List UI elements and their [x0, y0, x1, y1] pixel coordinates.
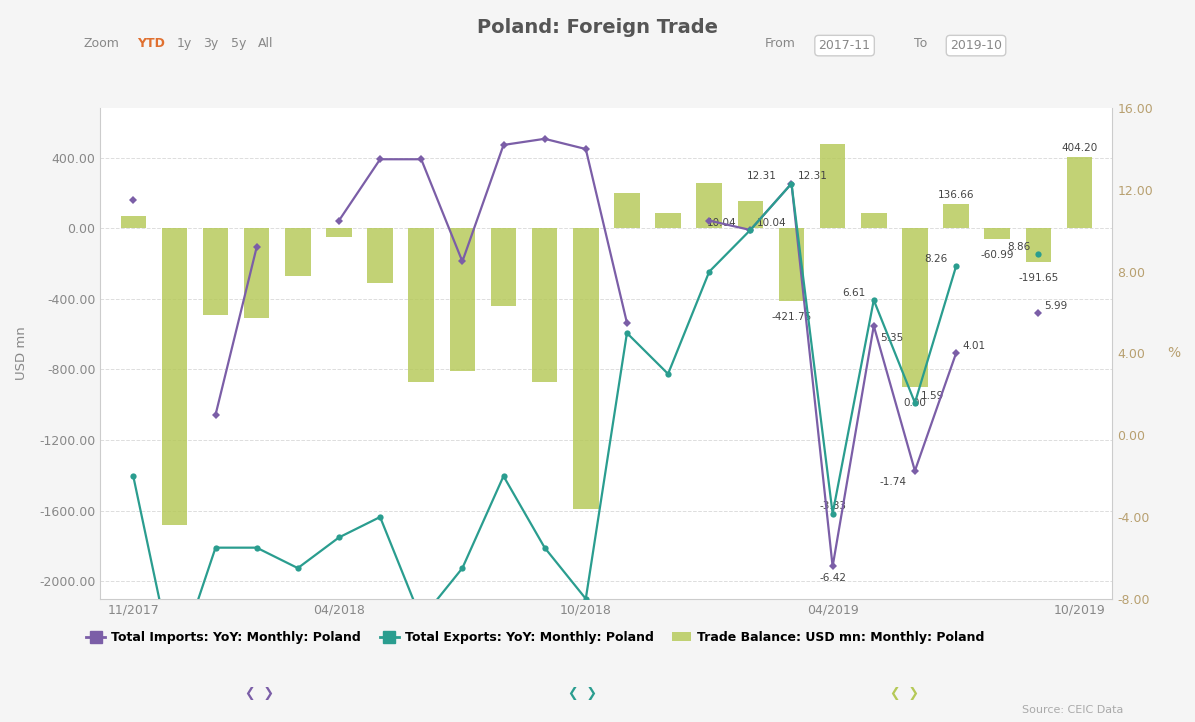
Text: 10.04: 10.04 — [706, 218, 736, 228]
Bar — [737, 201, 764, 228]
Text: 3y: 3y — [203, 37, 219, 50]
Bar — [449, 228, 476, 371]
Bar — [286, 228, 311, 276]
Bar — [779, 228, 804, 300]
Bar — [820, 144, 845, 228]
Bar — [491, 228, 516, 306]
Text: ❮  ❯: ❮ ❯ — [890, 687, 919, 700]
Y-axis label: USD mn: USD mn — [16, 326, 27, 380]
Text: -1.74: -1.74 — [880, 477, 907, 487]
Text: From: From — [765, 37, 796, 50]
Text: -421.75: -421.75 — [771, 312, 811, 322]
Text: 8.86: 8.86 — [1007, 242, 1030, 252]
Bar — [326, 228, 351, 237]
Text: 404.20: 404.20 — [1061, 143, 1097, 153]
Bar — [161, 228, 188, 525]
Text: 5.99: 5.99 — [1044, 300, 1068, 310]
Bar — [121, 216, 146, 228]
Text: 4.01: 4.01 — [962, 341, 986, 351]
Text: 12.31: 12.31 — [747, 171, 777, 181]
Text: 2019-10: 2019-10 — [950, 39, 1003, 52]
Text: YTD: YTD — [137, 37, 165, 50]
Text: Zoom: Zoom — [84, 37, 120, 50]
Bar — [1067, 157, 1092, 228]
Text: To: To — [914, 37, 927, 50]
Text: -6.42: -6.42 — [819, 573, 846, 583]
Text: 0.00: 0.00 — [903, 399, 926, 409]
Text: -60.99: -60.99 — [980, 251, 1013, 261]
Bar — [244, 228, 269, 318]
Bar — [203, 228, 228, 315]
Text: -3.83: -3.83 — [819, 501, 846, 511]
Text: ❮  ❯: ❮ ❯ — [568, 687, 596, 700]
Text: 8.26: 8.26 — [925, 254, 948, 264]
Bar — [614, 193, 639, 228]
Text: 12.31: 12.31 — [797, 171, 827, 181]
Text: 136.66: 136.66 — [938, 190, 974, 200]
Text: 1.59: 1.59 — [921, 391, 944, 401]
Bar — [655, 213, 681, 228]
Bar — [574, 228, 599, 509]
Bar — [862, 213, 887, 228]
Text: 6.61: 6.61 — [842, 288, 865, 298]
Text: 5y: 5y — [231, 37, 246, 50]
Legend: Total Imports: YoY: Monthly: Poland, Total Exports: YoY: Monthly: Poland, Trade : Total Imports: YoY: Monthly: Poland, Tot… — [81, 626, 989, 649]
Bar — [367, 228, 393, 283]
Y-axis label: %: % — [1166, 347, 1179, 360]
Bar — [1025, 228, 1052, 262]
Text: 5.35: 5.35 — [880, 333, 903, 343]
Text: 2017-11: 2017-11 — [819, 39, 871, 52]
Bar — [985, 228, 1010, 239]
Text: ❮  ❯: ❮ ❯ — [245, 687, 274, 700]
Text: 1y: 1y — [177, 37, 192, 50]
Bar — [409, 228, 434, 382]
Bar — [943, 204, 969, 228]
Text: 10.04: 10.04 — [756, 218, 786, 228]
Bar — [697, 183, 722, 228]
Text: -191.65: -191.65 — [1018, 274, 1059, 284]
Bar — [532, 228, 557, 382]
Text: Source: CEIC Data: Source: CEIC Data — [1022, 705, 1123, 716]
Bar — [902, 228, 927, 387]
Text: All: All — [258, 37, 274, 50]
Text: Poland: Foreign Trade: Poland: Foreign Trade — [477, 18, 718, 37]
